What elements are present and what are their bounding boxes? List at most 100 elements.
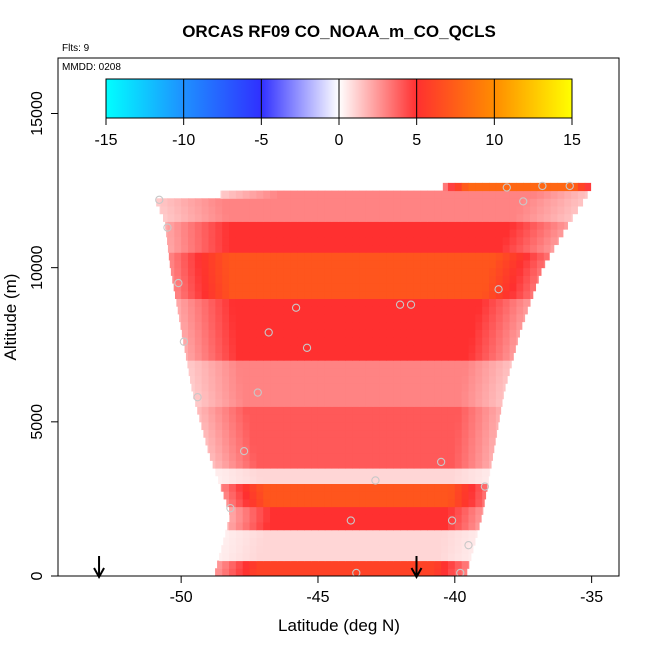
heatmap-cell — [434, 429, 442, 438]
heatmap-cell — [530, 267, 538, 276]
heatmap-cell — [212, 460, 216, 469]
heatmap-cell — [222, 475, 230, 484]
heatmap-cell — [290, 352, 298, 361]
heatmap-cell — [304, 244, 312, 253]
heatmap-cell — [400, 506, 408, 515]
heatmap-cell — [174, 259, 182, 269]
heatmap-cell — [461, 198, 469, 207]
heatmap-cell — [571, 213, 573, 222]
heatmap-cell — [372, 406, 381, 415]
heatmap-cell — [365, 506, 374, 515]
heatmap-cell — [495, 182, 504, 192]
heatmap-cell — [509, 306, 517, 315]
heatmap-cell — [454, 483, 463, 492]
heatmap-cell — [359, 321, 367, 330]
heatmap-cell — [283, 452, 292, 461]
heatmap-cell — [311, 452, 319, 461]
heatmap-cell — [270, 337, 278, 346]
heatmap-cell — [530, 290, 534, 299]
heatmap-cell — [345, 321, 353, 330]
heatmap-cell — [427, 560, 435, 569]
heatmap-cell — [187, 306, 196, 315]
heatmap-cell — [359, 252, 367, 261]
heatmap-cell — [489, 437, 496, 446]
heatmap-cell — [461, 552, 469, 562]
heatmap-cell — [263, 352, 271, 361]
heatmap-cell — [229, 360, 237, 369]
heatmap-cell — [379, 391, 387, 400]
heatmap-cell — [324, 206, 333, 215]
heatmap-cell — [276, 352, 285, 361]
heatmap-cell — [441, 398, 449, 407]
heatmap-cell — [482, 313, 490, 323]
heatmap-cell — [427, 344, 435, 353]
heatmap-cell — [331, 313, 339, 323]
heatmap-cell — [235, 244, 244, 253]
heatmap-cell — [406, 344, 415, 353]
heatmap-cell — [441, 244, 449, 253]
heatmap-cell — [338, 337, 346, 346]
heatmap-cell — [242, 236, 251, 246]
heatmap-cell — [359, 267, 367, 276]
heatmap-cell — [317, 206, 326, 215]
heatmap-cell — [441, 391, 449, 400]
heatmap-cell — [249, 545, 257, 554]
heatmap-cell — [297, 329, 305, 338]
heatmap-cell — [297, 206, 305, 215]
heatmap-cell — [393, 337, 401, 346]
heatmap-cell — [256, 306, 264, 315]
heatmap-cell — [454, 568, 463, 576]
heatmap-cell — [256, 298, 264, 307]
heatmap-cell — [297, 290, 305, 299]
heatmap-cell — [311, 560, 319, 569]
heatmap-cell — [331, 275, 339, 284]
heatmap-cell — [400, 283, 408, 292]
heatmap-cell — [447, 236, 456, 246]
heatmap-cell — [311, 352, 319, 361]
heatmap-cell — [468, 414, 476, 423]
heatmap-cell — [461, 391, 469, 400]
heatmap-cell — [379, 406, 387, 415]
heatmap-cell — [434, 344, 442, 353]
heatmap-cell — [502, 198, 511, 207]
heatmap-cell — [393, 421, 401, 431]
heatmap-cell — [317, 290, 326, 299]
heatmap-cell — [530, 221, 538, 230]
heatmap-cell — [441, 452, 449, 461]
heatmap-cell — [194, 267, 203, 276]
heatmap-cell — [427, 298, 435, 307]
heatmap-cell — [201, 213, 210, 222]
heatmap-cell — [530, 190, 538, 199]
heatmap-cell — [475, 182, 483, 192]
heatmap-cell — [170, 267, 175, 276]
heatmap-cell — [434, 360, 442, 369]
heatmap-cell — [304, 398, 312, 407]
heatmap-cell — [502, 283, 511, 292]
heatmap-cell — [406, 367, 415, 377]
heatmap-cell — [256, 275, 264, 284]
heatmap-cell — [420, 198, 428, 207]
heatmap-cell — [434, 514, 442, 523]
heatmap-cell — [215, 398, 223, 407]
heatmap-cell — [256, 537, 264, 546]
x-tick-label: -35 — [580, 589, 603, 606]
heatmap-cell — [338, 259, 346, 269]
heatmap-cell — [331, 568, 339, 576]
heatmap-cell — [324, 321, 333, 330]
heatmap-cell — [283, 498, 292, 508]
heatmap-cell — [276, 391, 285, 400]
heatmap-cell — [475, 475, 483, 484]
heatmap-cell — [386, 483, 394, 492]
heatmap-cell — [215, 206, 223, 215]
heatmap-cell — [324, 344, 333, 353]
heatmap-cell — [222, 283, 230, 292]
heatmap-cell — [317, 298, 326, 307]
heatmap-cell — [297, 483, 305, 492]
heatmap-cell — [249, 252, 257, 261]
heatmap-cell — [502, 206, 511, 215]
heatmap-cell — [276, 236, 285, 246]
heatmap-cell — [509, 283, 517, 292]
heatmap-cell — [447, 514, 456, 523]
heatmap-cell — [379, 375, 387, 384]
heatmap-cell — [386, 321, 394, 330]
